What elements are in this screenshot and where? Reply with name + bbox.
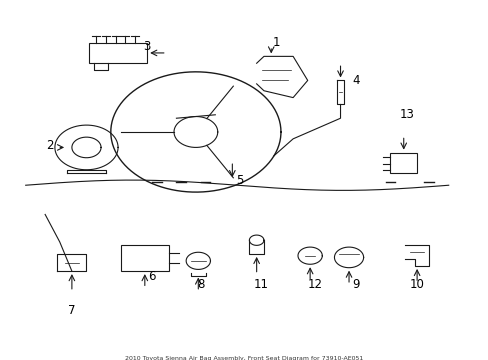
Text: 11: 11 bbox=[253, 278, 268, 291]
Bar bbox=[389, 153, 416, 173]
Text: 12: 12 bbox=[307, 278, 322, 291]
Bar bbox=[120, 246, 169, 271]
Text: 2010 Toyota Sienna Air Bag Assembly, Front Seat Diagram for 73910-AE051: 2010 Toyota Sienna Air Bag Assembly, Fro… bbox=[125, 356, 363, 360]
Text: 9: 9 bbox=[352, 278, 359, 291]
Text: 8: 8 bbox=[197, 278, 204, 291]
Bar bbox=[89, 42, 147, 63]
Text: 7: 7 bbox=[68, 304, 76, 317]
Text: 4: 4 bbox=[352, 74, 359, 87]
Text: 13: 13 bbox=[399, 108, 414, 121]
Text: 5: 5 bbox=[236, 174, 243, 186]
Text: 1: 1 bbox=[272, 36, 279, 49]
Text: 2: 2 bbox=[46, 139, 54, 152]
Text: 10: 10 bbox=[409, 278, 424, 291]
Text: 6: 6 bbox=[148, 270, 156, 283]
Text: 3: 3 bbox=[143, 40, 151, 53]
